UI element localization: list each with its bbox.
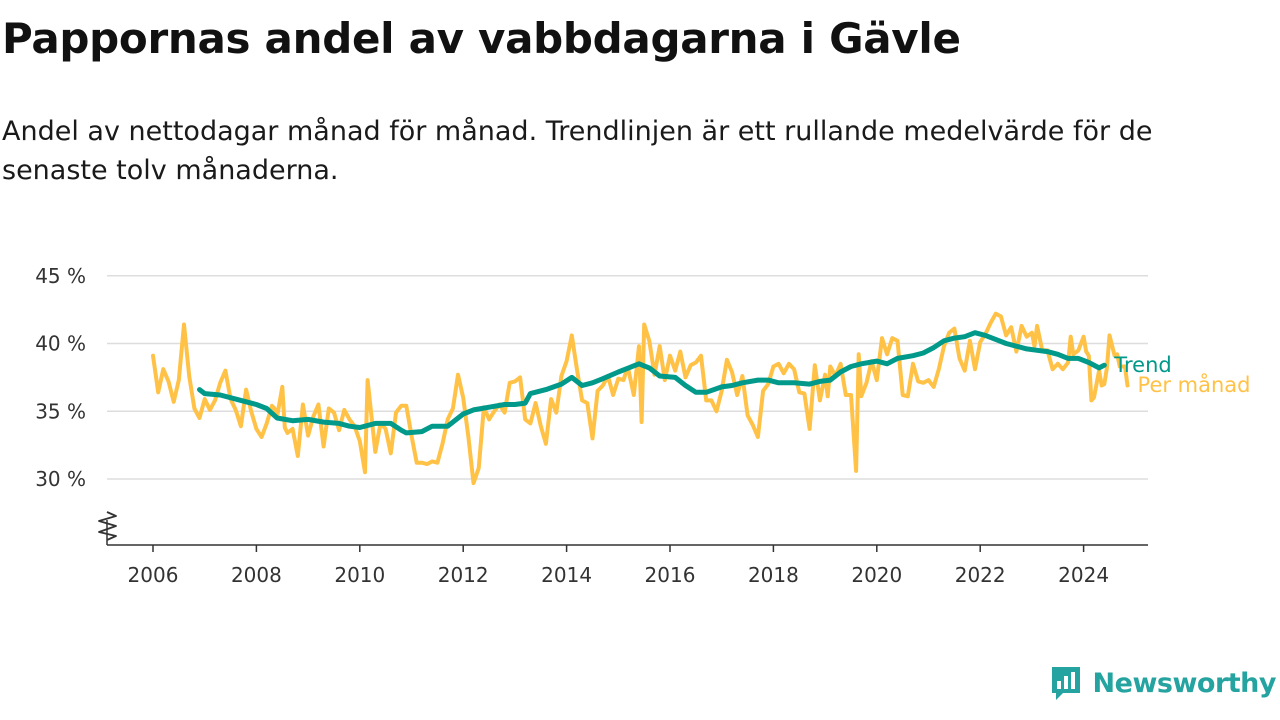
x-tick-label: 2006 (128, 563, 179, 587)
grid-lines (107, 275, 1148, 480)
series-line-trend (197, 330, 1107, 436)
axis-break-icon (98, 511, 117, 541)
series-line-monthly (151, 311, 1130, 486)
legend-label-monthly: Per månad (1138, 372, 1251, 397)
legend-label-trend: Trend (1113, 353, 1171, 377)
axes: 30 % 35 % 40 % 45 % 2006 2008 2010 2012 2014 2016… (35, 264, 1148, 587)
chart-subtitle: Andel av nettodagar månad för månad. Tre… (2, 116, 1153, 186)
x-tick-label: 2014 (541, 563, 592, 587)
y-tick-label: 40 % (35, 332, 86, 356)
y-tick-label: 35 % (35, 399, 86, 423)
brand-logo: Newsworthy (1049, 662, 1277, 704)
y-tick-label: 30 % (35, 467, 86, 491)
x-tick-label: 2024 (1058, 563, 1109, 587)
chart-title: Pappornas andel av vabbdagarna i Gävle (2, 14, 961, 63)
x-tick-label: 2022 (955, 563, 1006, 587)
x-tick-label: 2010 (334, 563, 385, 587)
newsworthy-logo-icon (1051, 667, 1080, 700)
brand-name: Newsworthy (1092, 667, 1277, 699)
x-tick-label: 2008 (231, 563, 282, 587)
series-lines (151, 311, 1130, 486)
x-tick-label: 2018 (748, 563, 799, 587)
y-tick-label: 45 % (35, 264, 86, 288)
x-tick-label: 2012 (438, 563, 489, 587)
x-tick-label: 2020 (851, 563, 902, 587)
x-tick-label: 2016 (645, 563, 696, 587)
